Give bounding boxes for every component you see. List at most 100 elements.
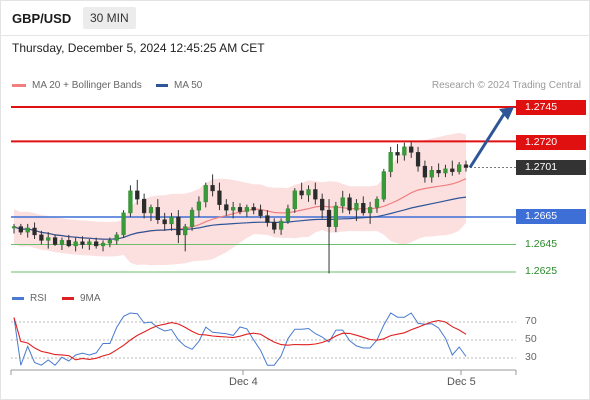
candle-body [244,207,249,212]
level-tag-r1: 1.2720 [516,135,586,150]
candle [450,160,455,176]
legend-ma20: MA 20 + Bollinger Bands [12,80,142,91]
candle [135,179,140,205]
candle-body [25,227,30,233]
candle-body [59,240,65,245]
rsi-ma9-line [13,317,467,361]
candle-body [135,190,140,200]
ma9-swatch [62,296,74,300]
candle-body [100,242,106,247]
level-tag-pivot: 1.2665 [516,209,586,224]
candle-body [128,190,133,214]
candle-body [320,198,325,211]
candle-body [217,190,222,205]
rsi-tick-30: 30 [525,351,537,363]
candle [224,199,229,216]
candle-body [251,207,256,211]
currency-pair-title: GBP/USD [12,11,72,26]
candle-body [39,234,44,241]
chart-header: GBP/USD 30 MIN [0,0,590,36]
candle [80,236,85,249]
candle [183,223,188,252]
candle [251,203,256,215]
candle [52,234,58,246]
candle-body [11,226,17,229]
candle-body [361,203,366,214]
candle [299,182,304,200]
candle-body [313,189,318,200]
candle [265,210,270,227]
candle-body [46,237,51,241]
candle-body [436,170,441,174]
candle [313,182,318,205]
rsi-swatch [12,296,24,300]
candle [381,168,386,202]
candle [128,185,133,217]
candle [237,203,243,215]
candle-body [306,189,311,196]
bollinger-band-area [14,132,466,266]
rsi-tick-70: 70 [525,315,537,327]
candle [395,144,400,164]
candle-body [32,227,37,236]
legend-rsi: RSI [12,293,47,304]
candle [217,182,222,211]
legend-ma50: MA 50 [156,80,202,91]
candle-body [374,198,380,208]
candle [176,210,181,244]
level-text-s2: 1.2625 [525,265,558,277]
ma50-label: MA 50 [174,80,203,91]
candle [361,196,366,216]
candle [347,193,352,215]
candle-body [340,197,345,207]
rsi-label: RSI [30,293,47,304]
candle-body [237,207,243,212]
candle [25,223,30,238]
candle [436,163,441,178]
candle [272,218,277,234]
candle-body [114,234,119,241]
candle [148,204,154,222]
candle [87,239,92,250]
ma50-swatch [156,83,168,87]
candle [32,222,37,239]
candle [422,160,428,183]
candle-body [189,209,195,227]
candle-body [141,198,147,214]
candle [326,199,332,274]
candle [354,199,359,222]
x-tick-dec5: Dec 5 [447,376,476,388]
rsi-panel [11,312,516,366]
candle-body [422,165,428,178]
candle-body [292,190,297,209]
candle [367,201,373,224]
credit-text: Research © 2024 Trading Central [431,80,581,91]
candle-body [52,237,58,245]
timeframe-badge[interactable]: 30 MIN [83,7,136,29]
candle [155,199,160,224]
candle [292,188,297,213]
candle [306,185,311,202]
candle [320,193,325,219]
candle [121,210,126,238]
candle-body [183,226,188,236]
target-arrow-head [499,107,514,120]
candle [278,218,284,235]
candle [333,201,339,233]
candle [429,166,434,183]
candle-body [388,152,393,172]
candle-body [258,209,263,216]
candle [388,146,393,178]
candle [100,240,106,252]
candles [11,141,469,274]
candle-body [402,146,407,156]
header-divider [0,35,590,36]
candle-body [367,207,373,214]
candle [114,232,119,245]
candle-body [87,241,92,245]
candle [415,146,421,172]
candle [196,196,202,217]
candle [11,223,17,234]
candle-body [299,190,304,196]
candle [443,164,448,178]
